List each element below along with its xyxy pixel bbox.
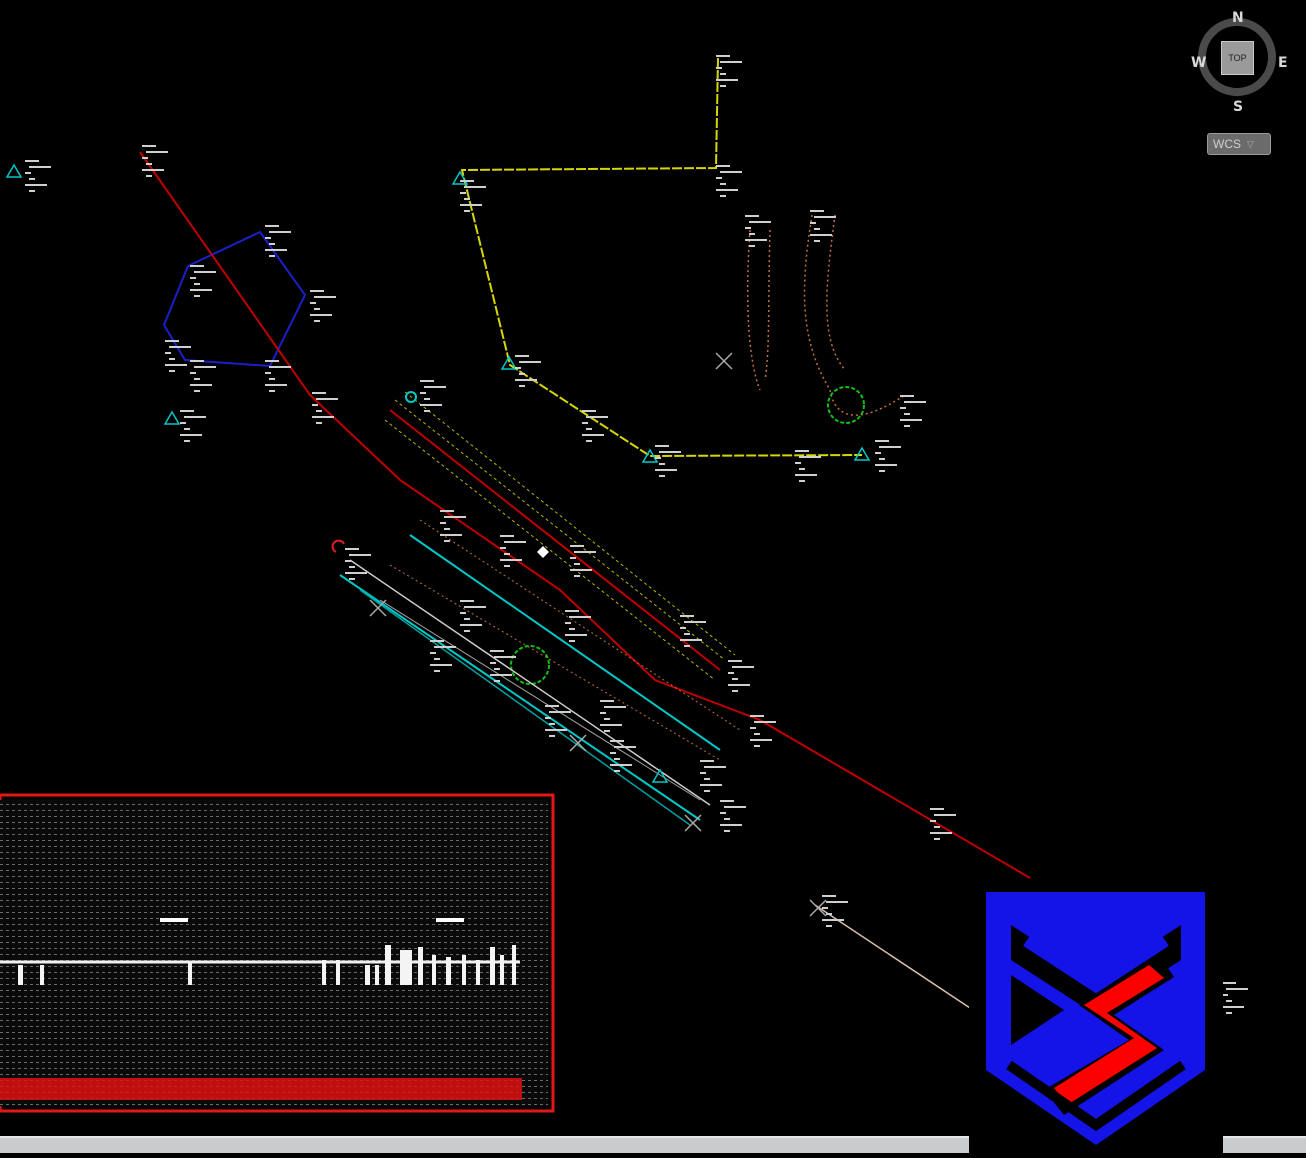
annotation-label-cluster (430, 640, 456, 672)
annotation-label-cluster (930, 808, 956, 840)
survey-point-triangle[interactable] (853, 446, 871, 461)
blue-boundary-polygon[interactable] (162, 230, 307, 368)
annotation-label-cluster (500, 535, 526, 567)
profile-bar (476, 960, 480, 985)
profile-bar (365, 965, 370, 985)
annotation-label-cluster (515, 355, 541, 387)
x-marker[interactable] (369, 599, 387, 617)
profile-view-panel[interactable] (0, 793, 555, 1113)
annotation-label-cluster (750, 715, 776, 747)
annotation-label-cluster (795, 450, 821, 482)
shield-ms-logo-icon (986, 892, 1205, 1145)
profile-bar (490, 947, 495, 985)
annotation-label-cluster (570, 545, 596, 577)
beige-line (814, 904, 971, 1009)
coordinate-system-dropdown[interactable]: WCS ▽ (1207, 133, 1271, 155)
annotation-label-cluster (1222, 982, 1248, 1014)
annotation-label-cluster (810, 210, 836, 242)
lower-corridor[interactable] (339, 519, 741, 826)
chevron-down-icon: ▽ (1247, 138, 1254, 149)
annotation-label-cluster (190, 265, 216, 297)
x-marker[interactable] (684, 814, 702, 832)
brand-logo (969, 880, 1223, 1153)
cyan-node[interactable] (405, 391, 417, 403)
profile-bar (500, 955, 504, 985)
annotation-label-cluster (655, 445, 681, 477)
compass-north-label[interactable]: N (1232, 10, 1244, 26)
annotation-label-cluster (265, 360, 291, 392)
annotation-label-cluster (900, 395, 926, 427)
annotation-label-cluster (545, 705, 571, 737)
annotation-label-cluster (165, 340, 191, 372)
annotation-label-cluster (310, 290, 336, 322)
annotation-label-cluster (700, 760, 726, 792)
annotation-label-cluster (600, 700, 626, 732)
survey-point-triangle[interactable] (451, 170, 469, 185)
orange-dotted-contour (826, 214, 846, 371)
survey-point-triangle[interactable] (651, 768, 669, 783)
compass-ring[interactable] (1198, 18, 1276, 96)
annotation-label-cluster (312, 392, 338, 424)
annotation-label-cluster (180, 410, 206, 442)
white-node[interactable] (537, 546, 549, 558)
x-marker[interactable] (715, 352, 733, 370)
profile-bar (512, 945, 516, 985)
profile-bar (462, 955, 466, 985)
annotation-label-cluster (345, 548, 371, 580)
annotation-label-cluster (875, 440, 901, 472)
orange-dotted-contour (764, 229, 771, 381)
annotation-label-cluster (25, 160, 51, 192)
profile-bar (400, 950, 412, 985)
profile-bar (188, 963, 192, 985)
viewcube-top-face[interactable]: TOP (1221, 41, 1254, 75)
annotation-label-cluster (440, 510, 466, 542)
wcs-label: WCS (1213, 137, 1241, 151)
orange-dotted-contour (803, 214, 906, 416)
red-arc-node[interactable] (331, 539, 345, 553)
survey-point-triangle[interactable] (5, 163, 23, 178)
profile-bar (432, 955, 436, 985)
annotation-label-cluster (716, 165, 742, 197)
survey-point-triangle[interactable] (500, 355, 518, 370)
annotation-label-cluster (142, 145, 168, 177)
upper-corridor[interactable] (384, 391, 736, 681)
profile-bar (375, 965, 379, 985)
annotation-label-cluster (745, 215, 771, 247)
x-marker[interactable] (809, 899, 827, 917)
annotation-label-cluster (728, 660, 754, 692)
x-marker[interactable] (569, 734, 587, 752)
profile-bar (336, 960, 340, 985)
profile-bar (322, 960, 326, 985)
profile-bar (40, 965, 44, 985)
annotation-label-cluster (190, 360, 216, 392)
annotation-label-cluster (582, 410, 608, 442)
annotation-label-cluster (420, 380, 446, 412)
compass-west-label[interactable]: W (1191, 55, 1207, 71)
annotation-label-cluster (680, 615, 706, 647)
yellow-traverse-line[interactable] (460, 57, 863, 458)
annotation-label-cluster (460, 180, 486, 212)
annotation-label-cluster (565, 610, 591, 642)
profile-bar (18, 965, 23, 985)
annotation-label-cluster (265, 225, 291, 257)
annotation-label-cluster (822, 895, 848, 927)
annotation-label-cluster (720, 800, 746, 832)
compass-east-label[interactable]: E (1278, 55, 1288, 71)
profile-bar (385, 945, 391, 985)
annotation-label-cluster (716, 55, 742, 87)
orange-dotted-contour (746, 229, 761, 391)
profile-bar (446, 957, 451, 985)
annotation-label-cluster (610, 740, 636, 772)
annotation-label-cluster (490, 650, 516, 682)
red-route-line[interactable] (139, 151, 1031, 879)
profile-bar (418, 947, 423, 985)
survey-point-triangle[interactable] (163, 410, 181, 425)
annotation-label-cluster (460, 600, 486, 632)
green-circle-symbol[interactable] (510, 645, 550, 685)
compass-south-label[interactable]: S (1233, 99, 1244, 115)
viewcube[interactable]: N S E W TOP (1191, 10, 1292, 120)
green-circle-symbol[interactable] (827, 386, 865, 424)
survey-point-triangle[interactable] (641, 448, 659, 463)
